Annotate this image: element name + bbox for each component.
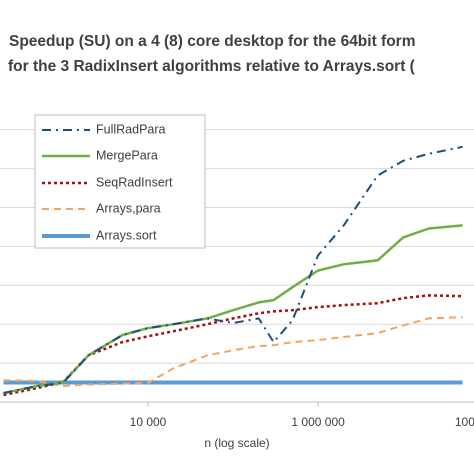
series-line [3,224,463,395]
chart-title: for the 3 RadixInsert algorithms relativ… [8,58,416,75]
legend: FullRadPara MergePara SeqRadInsert Arrays,p… [34,114,206,249]
series-line [3,316,463,387]
legend-label: FullRadPara [96,122,166,136]
x-tick-label: 100 000 000 [455,415,474,429]
legend-label: Arrays.sort [96,228,157,242]
legend-label: MergePara [96,148,158,162]
x-tick-label: 1 000 000 [291,415,345,429]
legend-label: SeqRadInsert [96,175,173,189]
x-tick-label: 10 000 [130,415,167,429]
series-line [3,145,463,395]
chart-title: Speedup (SU) on a 4 (8) core desktop for… [9,33,416,50]
legend-box [34,114,206,249]
legend-label: Arrays,para [96,201,161,215]
x-axis-label: n (log scale) [204,436,269,450]
